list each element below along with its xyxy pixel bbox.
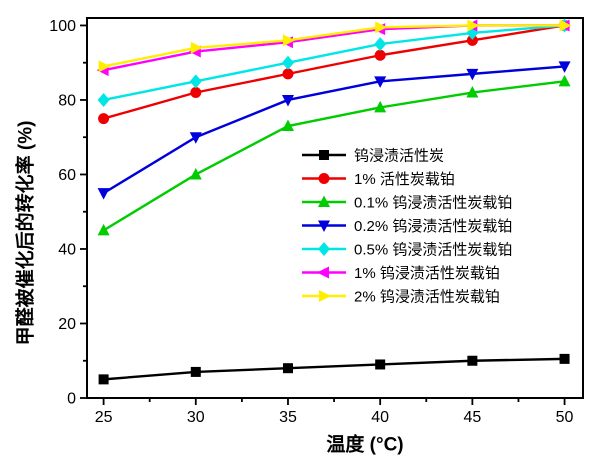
square-marker	[467, 355, 478, 366]
y-tick-label: 40	[58, 241, 76, 258]
legend-item: 钨浸渍活性炭	[302, 148, 444, 165]
legend-item: 2% 钨浸渍活性炭载铂	[302, 289, 500, 306]
legend-label: 0.1% 钨浸渍活性炭载铂	[354, 195, 512, 212]
triangle-up-marker	[189, 167, 202, 180]
circle-marker	[318, 173, 330, 184]
legend-item: 1% 钨浸渍活性炭载铂	[302, 265, 500, 282]
triangle-right-marker	[375, 21, 388, 34]
series-line	[102, 80, 565, 232]
series-triangle-down	[97, 61, 571, 200]
circle-marker	[374, 49, 386, 61]
diamond-marker	[466, 25, 479, 40]
legend-label: 1% 钨浸渍活性炭载铂	[354, 265, 500, 282]
circle-marker	[98, 113, 110, 125]
diamond-marker	[318, 242, 330, 256]
triangle-right-marker	[98, 60, 111, 73]
x-axis-title: 温度 (°C)	[326, 434, 404, 456]
series-line	[102, 65, 565, 195]
series-line	[103, 24, 565, 68]
y-tick-label: 0	[67, 391, 76, 408]
circle-marker	[190, 87, 202, 99]
triangle-up-marker	[318, 195, 330, 207]
circle-marker	[466, 34, 478, 46]
triangle-right-marker	[282, 34, 295, 47]
square-marker	[98, 374, 109, 385]
triangle-right-marker	[467, 19, 480, 32]
y-axis-title: 甲醛被催化后的转化率 (%)	[15, 120, 37, 346]
legend-item: 1% 活性炭载铂	[302, 171, 455, 188]
series-triangle-up	[97, 74, 571, 236]
diamond-marker	[97, 92, 110, 107]
diamond-marker	[281, 55, 294, 70]
diamond-marker	[189, 74, 202, 89]
triangle-right-marker	[319, 290, 331, 302]
legend-item: 0.1% 钨浸渍活性炭载铂	[302, 195, 512, 212]
legend-label: 2% 钨浸渍活性炭载铂	[354, 289, 500, 306]
series-triangle-left	[96, 19, 570, 77]
triangle-down-marker	[97, 188, 110, 200]
x-tick-label: 35	[279, 409, 297, 426]
legend-label: 1% 活性炭载铂	[354, 171, 455, 188]
triangle-up-marker	[558, 74, 571, 87]
series-triangle-right	[98, 19, 572, 73]
axis-ticks: 25 30 35 40 45 50 0 20 40 60 80 100	[49, 18, 573, 426]
legend: 钨浸渍活性炭 1% 活性炭载铂 0.1% 钨浸渍活性炭载铂 0.2% 钨浸渍活性炭载铂…	[302, 148, 512, 306]
series-diamond	[97, 18, 571, 107]
legend-item: 0.5% 钨浸渍活性炭载铂	[302, 242, 512, 259]
x-tick-label: 45	[463, 409, 481, 426]
square-marker	[375, 359, 386, 370]
series-circle	[98, 19, 571, 125]
y-tick-label: 60	[58, 167, 76, 184]
triangle-down-marker	[189, 132, 202, 144]
triangle-down-marker	[466, 68, 479, 81]
plot-frame	[86, 17, 584, 399]
triangle-up-marker	[97, 223, 110, 236]
legend-label: 钨浸渍活性炭	[354, 148, 444, 165]
circle-marker	[282, 68, 294, 80]
square-marker	[559, 353, 570, 364]
y-tick-label: 80	[58, 92, 76, 109]
triangle-left-marker	[317, 266, 329, 279]
triangle-up-marker	[281, 119, 294, 132]
y-tick-label: 20	[58, 316, 76, 333]
legend-label: 0.2% 钨浸渍活性炭载铂	[354, 218, 512, 235]
triangle-up-marker	[374, 100, 387, 113]
legend-label: 0.5% 钨浸渍活性炭载铂	[354, 242, 512, 259]
square-marker	[319, 150, 329, 160]
triangle-down-marker	[281, 94, 294, 107]
legend-item: 0.2% 钨浸渍活性炭载铂	[302, 218, 512, 235]
y-tick-label: 100	[49, 18, 76, 35]
x-tick-label: 50	[556, 409, 574, 426]
triangle-down-marker	[318, 220, 330, 232]
series-line	[103, 357, 565, 381]
series-line	[103, 24, 565, 120]
triangle-down-marker	[374, 76, 387, 88]
series-square	[98, 353, 570, 385]
x-tick-label: 30	[187, 409, 205, 426]
diamond-marker	[374, 37, 387, 52]
triangle-down-marker	[558, 61, 571, 73]
x-tick-label: 25	[95, 409, 113, 426]
series-line	[103, 24, 565, 102]
x-tick-label: 40	[371, 409, 389, 426]
square-marker	[190, 366, 201, 377]
triangle-right-marker	[190, 41, 203, 54]
square-marker	[282, 363, 293, 374]
triangle-right-marker	[559, 19, 572, 32]
triangle-up-marker	[466, 86, 479, 98]
